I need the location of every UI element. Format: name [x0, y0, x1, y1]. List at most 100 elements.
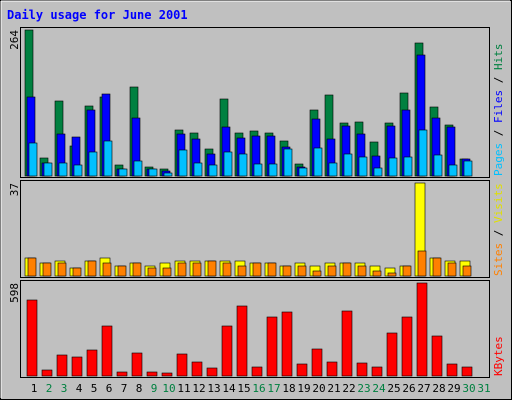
panel-visits-frame — [20, 180, 490, 278]
kbytes-kbytes-bar-day-15 — [236, 305, 248, 377]
day-label-18: 18 — [282, 382, 295, 395]
bars-layer — [24, 29, 473, 377]
day-label-6: 6 — [106, 382, 113, 395]
day-label-12: 12 — [192, 382, 205, 395]
hits-pages-bar-day-26 — [403, 156, 413, 177]
visits-sites-bar-day-17 — [267, 262, 277, 277]
kbytes-kbytes-bar-day-27 — [416, 282, 428, 377]
kbytes-ymax-label: 598 — [8, 283, 21, 303]
kbytes-kbytes-bar-day-12 — [191, 361, 203, 377]
kbytes-kbytes-bar-day-3 — [56, 354, 68, 377]
visits-sites-bar-day-21 — [327, 265, 337, 277]
hits-pages-bar-day-17 — [268, 163, 278, 177]
visits-sites-bar-day-26 — [402, 265, 412, 277]
day-labels: 1 2 3 4 5 6 7 8 9 10 11 12 13 14 15 16 17 18 19 20 21 22 23 24 2… — [31, 382, 491, 395]
kbytes-kbytes-bar-day-9 — [146, 371, 158, 377]
visits-sites-bar-day-5 — [87, 260, 97, 277]
hits-pages-bar-day-2 — [43, 162, 53, 177]
visits-legend: Sites / Visits — [492, 183, 505, 276]
visits-sites-bar-day-23 — [357, 265, 367, 277]
hits-pages-bar-day-5 — [88, 151, 98, 177]
kbytes-kbytes-bar-day-28 — [431, 335, 443, 377]
legend-files: Files — [492, 90, 505, 123]
visits-ymax-label: 37 — [8, 183, 21, 196]
kbytes-kbytes-bar-day-7 — [116, 371, 128, 377]
day-label-26: 26 — [402, 382, 415, 395]
day-label-23: 23 — [357, 382, 370, 395]
kbytes-kbytes-bar-day-14 — [221, 325, 233, 377]
visits-sites-bar-day-10 — [162, 267, 172, 277]
day-label-1: 1 — [31, 382, 38, 395]
hits-pages-bar-day-12 — [193, 162, 203, 177]
kbytes-kbytes-bar-day-25 — [386, 332, 398, 377]
hits-pages-bar-day-4 — [73, 164, 83, 177]
kbytes-kbytes-bar-day-18 — [281, 311, 293, 377]
visits-sites-bar-day-25 — [387, 272, 397, 277]
kbytes-kbytes-bar-day-11 — [176, 353, 188, 377]
kbytes-kbytes-bar-day-19 — [296, 363, 308, 377]
visits-sites-bar-day-3 — [57, 262, 67, 277]
hits-pages-bar-day-15 — [238, 153, 248, 177]
visits-sites-bar-day-1 — [27, 257, 37, 277]
kbytes-kbytes-bar-day-17 — [266, 316, 278, 377]
hits-pages-bar-day-24 — [373, 167, 383, 177]
hits-pages-bar-day-6 — [103, 140, 113, 177]
day-label-10: 10 — [162, 382, 175, 395]
hits-pages-bar-day-23 — [358, 156, 368, 177]
kbytes-kbytes-bar-day-20 — [311, 348, 323, 377]
visits-sites-bar-day-2 — [42, 262, 52, 277]
visits-sites-bar-day-8 — [132, 262, 142, 277]
day-label-2: 2 — [46, 382, 53, 395]
hits-pages-bar-day-10 — [163, 172, 173, 177]
hits-pages-bar-day-19 — [298, 167, 308, 177]
visits-sites-bar-day-29 — [447, 262, 457, 277]
day-label-8: 8 — [136, 382, 143, 395]
visits-sites-bar-day-11 — [177, 262, 187, 277]
kbytes-kbytes-bar-day-1 — [26, 299, 38, 377]
hits-ymax-label: 264 — [8, 30, 21, 50]
kbytes-kbytes-bar-day-24 — [371, 366, 383, 377]
legend-sites: Sites — [492, 243, 505, 276]
kbytes-kbytes-bar-day-8 — [131, 352, 143, 377]
day-label-29: 29 — [447, 382, 460, 395]
hits-pages-bar-day-29 — [448, 164, 458, 177]
day-label-16: 16 — [252, 382, 265, 395]
day-label-24: 24 — [372, 382, 386, 395]
day-label-17: 17 — [267, 382, 280, 395]
legend-hits: Hits — [492, 44, 505, 71]
hits-pages-bar-day-7 — [118, 168, 128, 177]
day-label-31: 31 — [477, 382, 490, 395]
visits-sites-bar-day-20 — [312, 270, 322, 277]
kbytes-kbytes-bar-day-21 — [326, 361, 338, 377]
kbytes-kbytes-bar-day-2 — [41, 369, 53, 377]
hits-pages-bar-day-13 — [208, 164, 218, 177]
day-label-11: 11 — [177, 382, 190, 395]
day-label-22: 22 — [342, 382, 355, 395]
hits-pages-bar-day-18 — [283, 148, 293, 177]
hits-pages-bar-day-11 — [178, 149, 188, 177]
kbytes-kbytes-bar-day-22 — [341, 310, 353, 377]
day-label-27: 27 — [417, 382, 430, 395]
visits-sites-bar-day-6 — [102, 262, 112, 277]
visits-sites-bar-day-16 — [252, 262, 262, 277]
day-label-14: 14 — [222, 382, 236, 395]
hits-pages-bar-day-16 — [253, 163, 263, 177]
hits-pages-bar-day-22 — [343, 153, 353, 177]
visits-sites-bar-day-4 — [72, 267, 82, 277]
day-label-3: 3 — [61, 382, 68, 395]
visits-sites-bar-day-30 — [462, 265, 472, 277]
kbytes-kbytes-bar-day-13 — [206, 367, 218, 377]
kbytes-kbytes-bar-day-26 — [401, 316, 413, 377]
kbytes-kbytes-bar-day-5 — [86, 349, 98, 377]
visits-sites-bar-day-22 — [342, 262, 352, 277]
day-label-9: 9 — [151, 382, 158, 395]
visits-sites-bar-day-28 — [432, 257, 442, 277]
kbytes-kbytes-bar-day-4 — [71, 356, 83, 377]
day-label-19: 19 — [297, 382, 310, 395]
kbytes-kbytes-bar-day-23 — [356, 362, 368, 377]
hits-pages-bar-day-28 — [433, 154, 443, 177]
hits-pages-bar-day-14 — [223, 151, 233, 177]
hits-pages-bar-day-9 — [148, 168, 158, 177]
kbytes-kbytes-bar-day-30 — [461, 366, 473, 377]
